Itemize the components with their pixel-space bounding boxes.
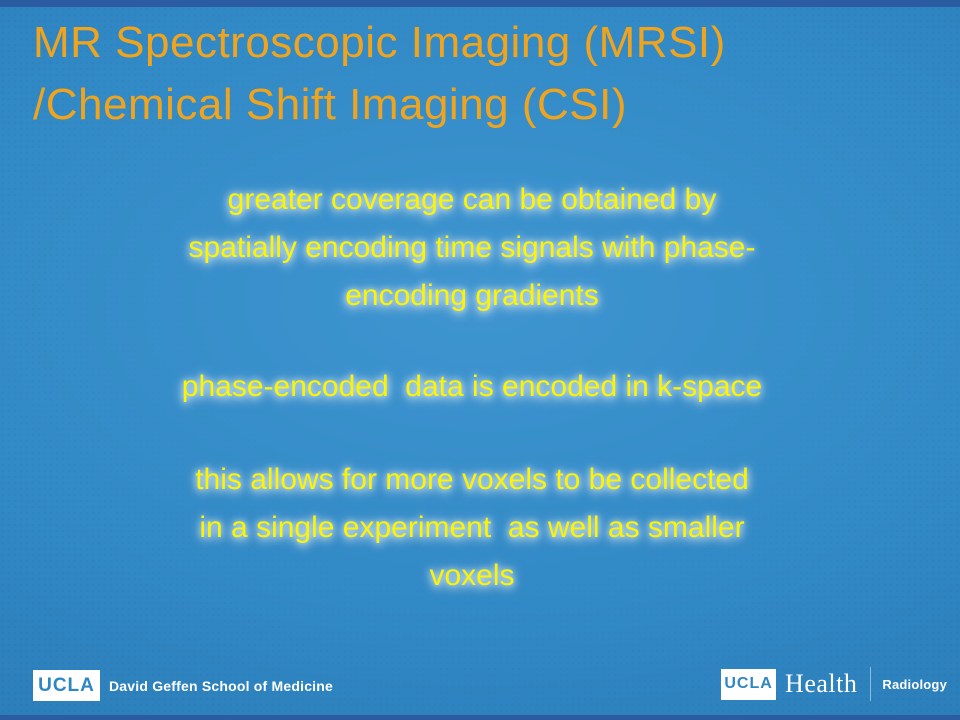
top-accent-bar xyxy=(0,0,960,7)
body-paragraph-1-line-1: greater coverage can be obtained by xyxy=(227,183,717,216)
dgsom-label: David Geffen School of Medicine xyxy=(109,677,334,694)
body-paragraph-3: this allows for more voxels to be collec… xyxy=(77,456,867,600)
body-paragraph-3-line-2: in a single experiment as well as smalle… xyxy=(199,511,745,544)
body-paragraph-1: greater coverage can be obtained by spat… xyxy=(77,176,867,320)
ucla-health-logo-box: UCLA xyxy=(721,668,777,700)
slide-title: MR Spectroscopic Imaging (MRSI) /Chemica… xyxy=(33,12,913,136)
slide-title-line-2: /Chemical Shift Imaging (CSI) xyxy=(33,80,628,129)
body-paragraph-1-line-3: encoding gradients xyxy=(345,279,599,312)
slide-body: greater coverage can be obtained by spat… xyxy=(77,176,867,600)
body-paragraph-2: phase-encoded data is encoded in k-space xyxy=(77,363,867,411)
footer-dgsom-logo: UCLA David Geffen School of Medicine xyxy=(33,670,333,701)
slide-title-line-1: MR Spectroscopic Imaging (MRSI) xyxy=(33,18,726,67)
body-paragraph-2-line-1: phase-encoded data is encoded in k-space xyxy=(181,370,763,403)
body-paragraph-3-line-3: voxels xyxy=(429,559,515,592)
body-paragraph-1-line-2: spatially encoding time signals with pha… xyxy=(188,231,756,264)
ucla-logo-box: UCLA xyxy=(33,670,100,701)
body-paragraph-3-line-1: this allows for more voxels to be collec… xyxy=(195,463,749,496)
footer-divider xyxy=(870,667,872,701)
radiology-label: Radiology xyxy=(882,676,947,692)
footer-ucla-health-logo: UCLA Health Radiology xyxy=(721,667,947,701)
health-wordmark: Health xyxy=(785,669,858,698)
bottom-accent-bar xyxy=(0,715,960,720)
